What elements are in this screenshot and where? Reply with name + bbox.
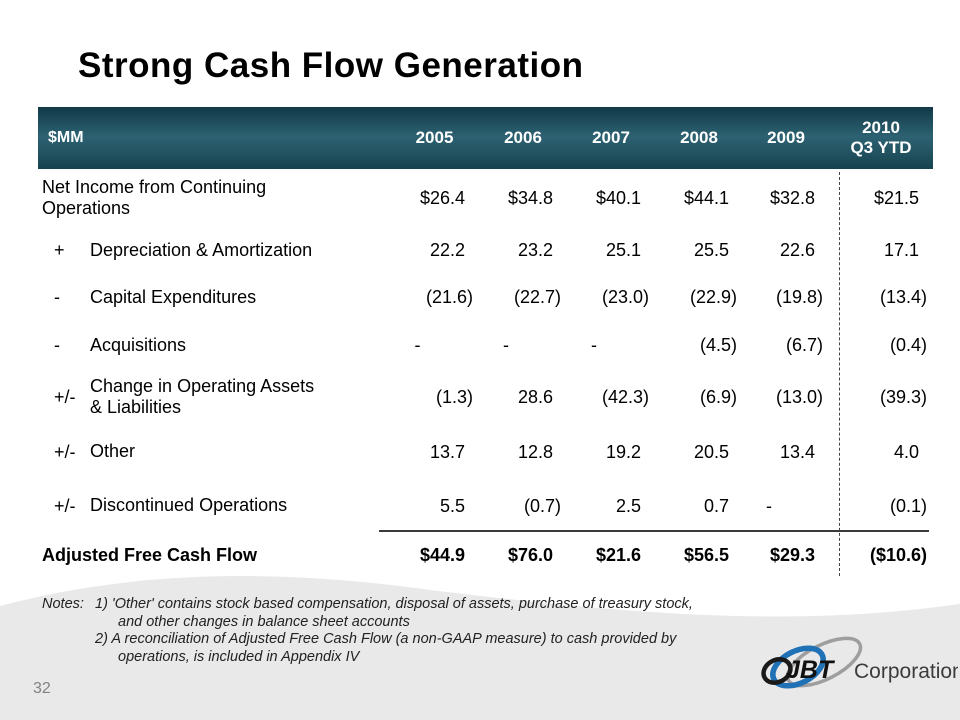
- table-row: +/- Discontinued Operations 5.5 (0.7) 2.…: [38, 480, 933, 532]
- row-value: $21.5: [873, 187, 919, 208]
- row-operator: +/-: [54, 386, 76, 407]
- table-row: + Depreciation & Amortization 22.2 23.2 …: [38, 227, 933, 274]
- row-value: $44.9: [419, 545, 465, 565]
- logo-black-ring: [761, 657, 793, 685]
- row-value: $26.4: [419, 187, 465, 208]
- row-value: $40.1: [595, 187, 641, 208]
- row-value: (22.7): [513, 287, 561, 307]
- row-value: $76.0: [507, 545, 553, 565]
- row-value: 23.2: [517, 240, 553, 260]
- row-value: $32.8: [769, 187, 815, 208]
- row-label: Discontinued Operations: [90, 495, 288, 516]
- notes-label: Notes:: [42, 596, 84, 612]
- row-value: (0.1): [889, 495, 927, 516]
- row-value: $29.3: [769, 545, 815, 565]
- notes-block: Notes: 1) 'Other' contains stock based c…: [42, 596, 742, 667]
- table-row: - Acquisitions - - - (4.5) (6.7) (0.4): [38, 321, 933, 370]
- row-value: (6.7): [785, 335, 823, 355]
- ytd-column-divider: [839, 172, 840, 576]
- column-header-2008: 2008: [680, 128, 718, 148]
- row-value: 5.5: [439, 495, 465, 516]
- row-value: (0.7): [523, 495, 561, 516]
- row-value: (23.0): [601, 287, 649, 307]
- row-label: Capital Expenditures: [90, 286, 257, 307]
- row-value: $56.5: [683, 545, 729, 565]
- row-value: (21.6): [425, 287, 473, 307]
- table-row: Net Income from Continuing Operations $2…: [38, 169, 933, 227]
- total-separator-line: [379, 530, 929, 532]
- swoosh-shape: [0, 576, 960, 720]
- row-value: 4.0: [893, 441, 919, 462]
- note-item-1: 1) 'Other' contains stock based compensa…: [95, 596, 693, 630]
- notes-items: 1) 'Other' contains stock based compensa…: [95, 596, 735, 667]
- table-row: +/- Change in Operating Assets & Liabili…: [38, 370, 933, 424]
- row-value: 0.7: [703, 495, 729, 516]
- note-item-2: 2) A reconciliation of Adjusted Free Cas…: [95, 631, 677, 666]
- logo-corporation-text: Corporation: [854, 660, 958, 683]
- row-value: 13.4: [779, 441, 815, 462]
- row-value: 25.1: [605, 240, 641, 260]
- unit-label: $MM: [48, 129, 84, 146]
- table-row: +/- Other 13.7 12.8 19.2 20.5 13.4 4.0: [38, 424, 933, 480]
- row-value: 2.5: [615, 495, 641, 516]
- row-label: Net Income from Continuing Operations: [42, 176, 267, 218]
- row-value: -: [503, 335, 509, 355]
- row-value: 22.6: [779, 240, 815, 260]
- row-value: -: [591, 335, 597, 355]
- row-label: Depreciation & Amortization: [90, 239, 313, 260]
- row-value: 28.6: [517, 386, 553, 407]
- row-value: (1.3): [435, 386, 473, 407]
- row-operator: +/-: [54, 495, 76, 516]
- row-value: $21.6: [595, 545, 641, 565]
- row-value: (19.8): [775, 287, 823, 307]
- row-value: $44.1: [683, 187, 729, 208]
- row-value: (42.3): [601, 386, 649, 407]
- table-row: - Capital Expenditures (21.6) (22.7) (23…: [38, 274, 933, 321]
- row-value: (4.5): [699, 335, 737, 355]
- column-header-2005: 2005: [415, 128, 454, 148]
- logo-blue-ring: [770, 645, 826, 689]
- row-label: Other: [90, 441, 136, 462]
- page-number: 32: [33, 680, 51, 697]
- table-header-row: $MM 2005 2006 2007 2008 2009 2010 Q3 YTD: [38, 107, 933, 169]
- row-value: ($10.6): [869, 545, 927, 565]
- row-value: 20.5: [693, 441, 729, 462]
- row-value: 19.2: [605, 441, 641, 462]
- row-value: (13.0): [775, 386, 823, 407]
- cash-flow-table: $MM 2005 2006 2007 2008 2009 2010 Q3 YTD…: [38, 107, 933, 579]
- row-value: (13.4): [879, 287, 927, 307]
- row-value: 13.7: [429, 441, 465, 462]
- row-operator: +/-: [54, 441, 76, 462]
- table-row: Adjusted Free Cash Flow $44.9 $76.0 $21.…: [38, 532, 933, 579]
- column-header-2009: 2009: [767, 128, 805, 148]
- table-body: Net Income from Continuing Operations $2…: [38, 169, 933, 579]
- row-value: -: [414, 335, 421, 355]
- column-header-2010-q3-ytd: 2010 Q3 YTD: [850, 118, 912, 157]
- row-value: (0.4): [889, 335, 927, 355]
- column-header-2006: 2006: [504, 128, 542, 148]
- row-label: Change in Operating Assets & Liabilities: [90, 375, 315, 417]
- row-value: $34.8: [507, 187, 553, 208]
- logo-jbt-text: JBT: [786, 656, 836, 684]
- column-header-2007: 2007: [592, 128, 630, 148]
- row-label: Acquisitions: [90, 334, 187, 355]
- row-value: -: [766, 495, 772, 516]
- row-value: 22.2: [429, 240, 465, 260]
- row-value: (6.9): [699, 386, 737, 407]
- row-value: (22.9): [689, 287, 737, 307]
- row-value: (39.3): [879, 386, 927, 407]
- row-operator: -: [54, 335, 60, 355]
- row-value: 12.8: [517, 441, 553, 462]
- row-value: 25.5: [693, 240, 729, 260]
- row-value: 17.1: [883, 240, 919, 260]
- jbt-logo: JBT Corporation: [758, 636, 960, 701]
- slide-title: Strong Cash Flow Generation: [78, 46, 584, 85]
- row-operator: +: [54, 240, 65, 260]
- row-label: Adjusted Free Cash Flow: [42, 544, 258, 565]
- row-operator: -: [54, 287, 60, 307]
- logo-rings-icon: JBT Corporation: [761, 636, 960, 689]
